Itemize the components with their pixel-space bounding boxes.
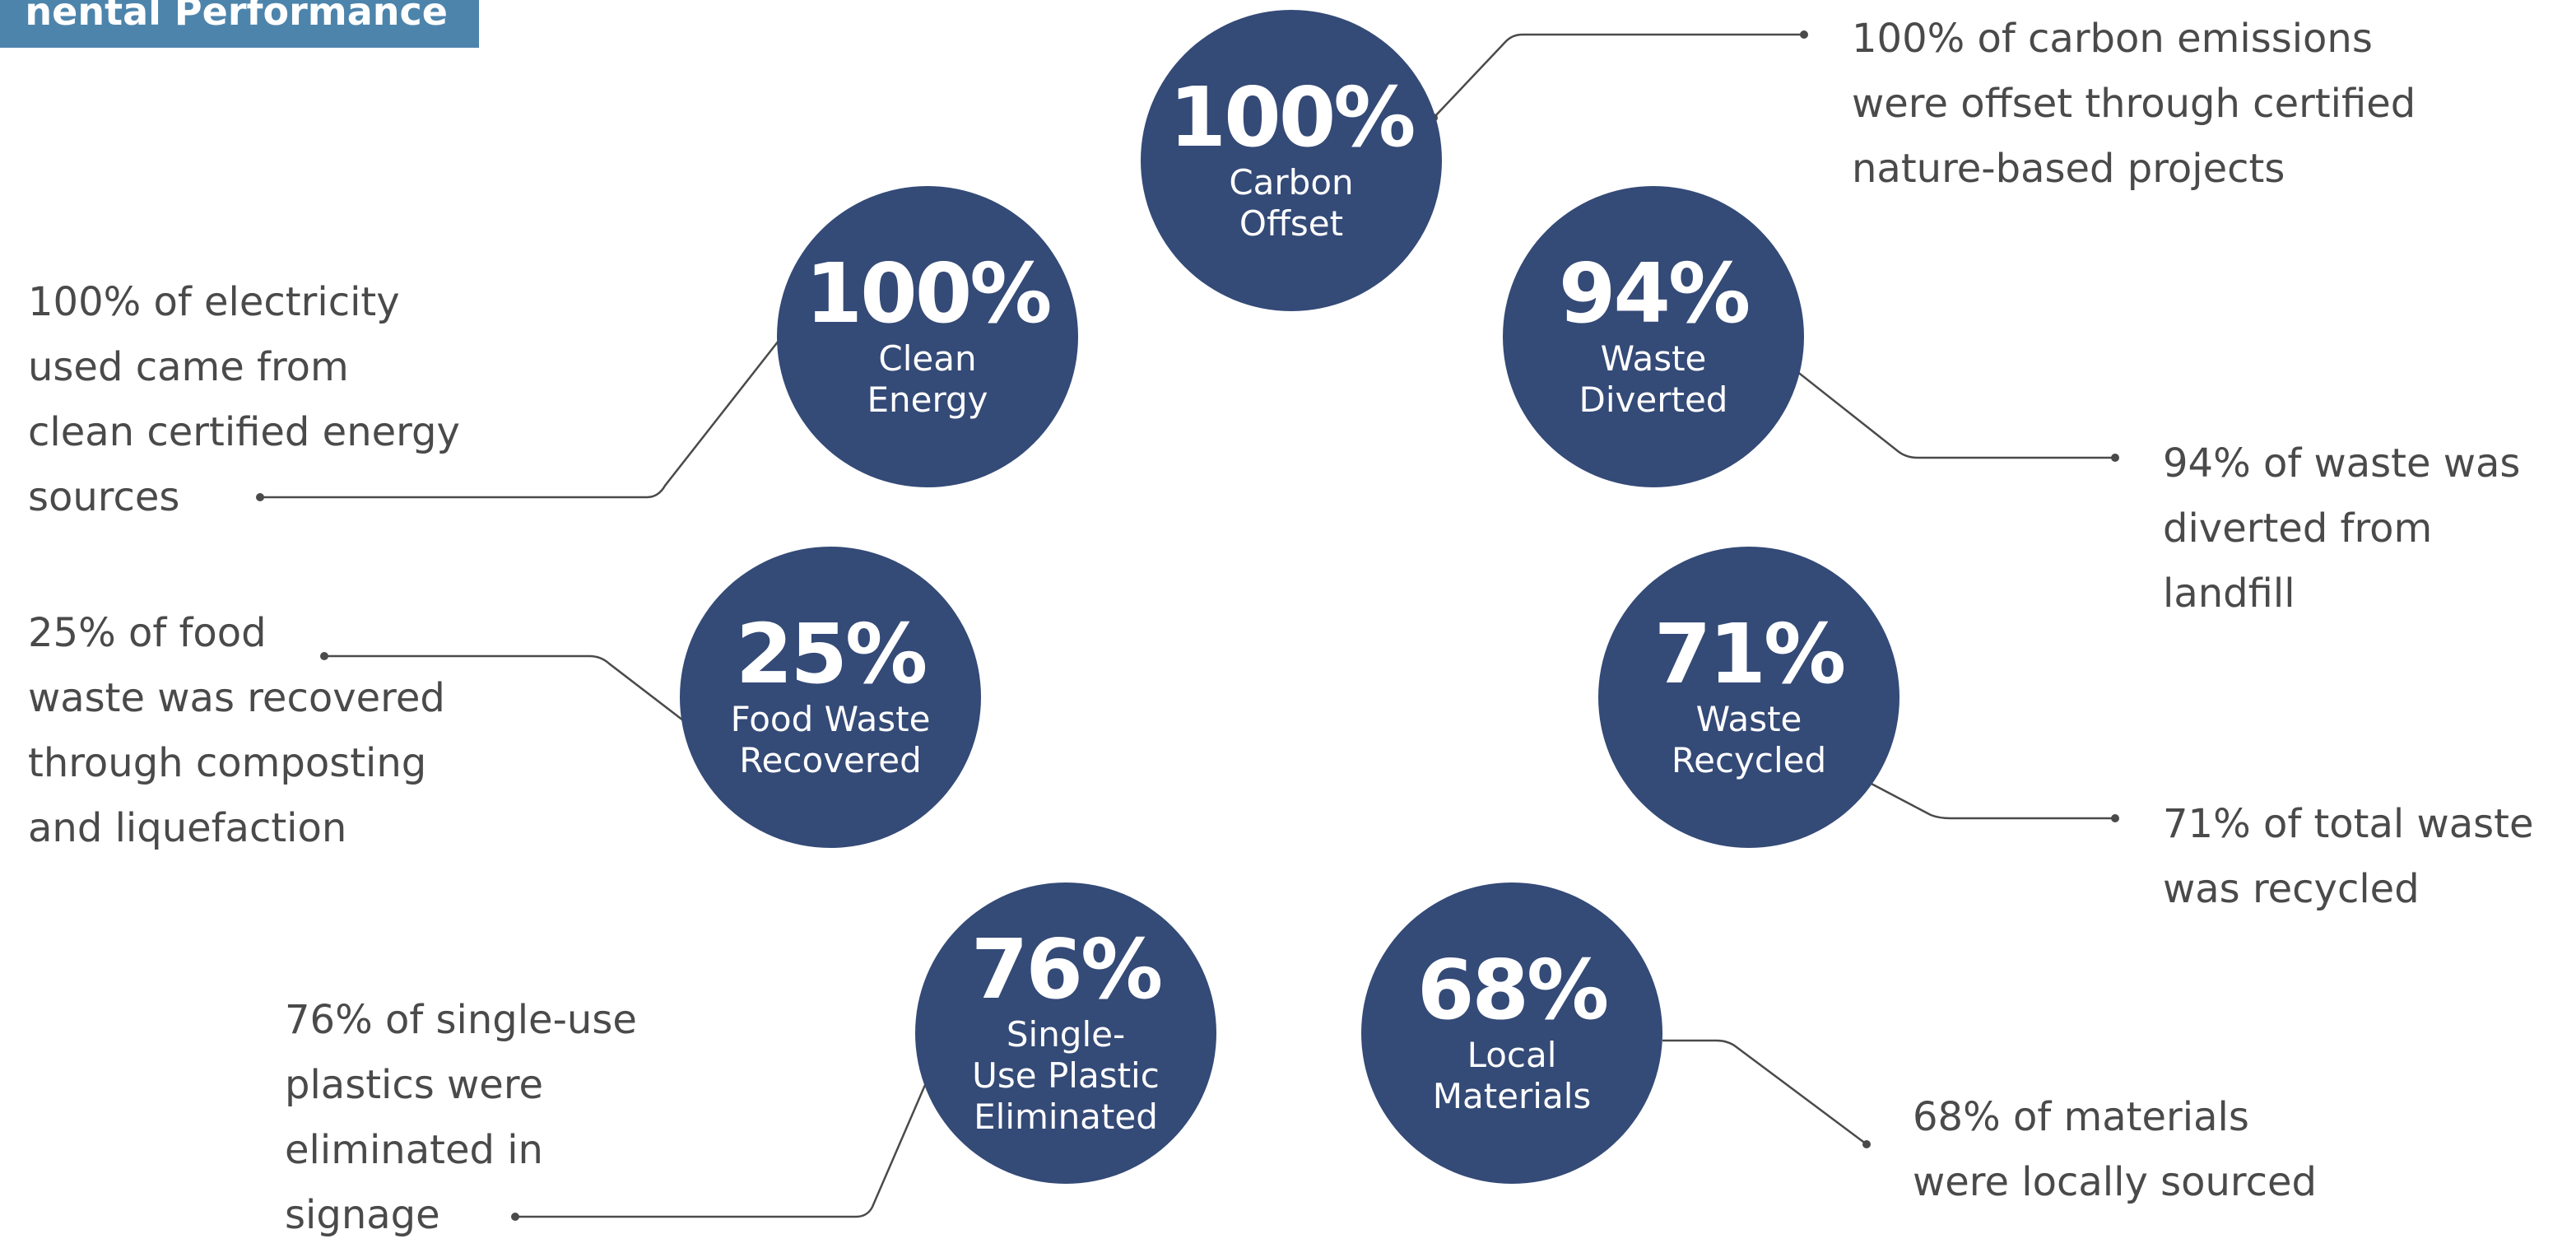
connector-dot-waste-diverted-end (2111, 454, 2119, 462)
connector-dot-food-waste-end (320, 652, 328, 660)
description-waste-recycled: 71% of total waste was recycled (2163, 801, 2534, 912)
connector-food-waste (324, 654, 684, 721)
connector-local-materials (1662, 1039, 1867, 1146)
metric-label: Single- Use Plastic Eliminated (972, 1014, 1160, 1137)
connector-clean-energy (260, 340, 779, 499)
connector-waste-recycled (1867, 780, 2115, 820)
description-local-materials: 68% of materials were locally sourced (1913, 1094, 2317, 1205)
connector-single-use-plastic (515, 1084, 927, 1218)
description-carbon-offset: 100% of carbon emissions were offset thr… (1852, 16, 2416, 192)
description-waste-diverted: 94% of waste was diverted from landfill (2163, 440, 2521, 617)
connector-dot-local-materials-end (1862, 1140, 1871, 1148)
metric-label: Clean Energy (867, 338, 988, 420)
connector-dot-waste-recycled-end (2111, 814, 2119, 822)
connector-dot-clean-energy-end (256, 493, 264, 501)
metric-value: 25% (735, 606, 928, 702)
connector-waste-diverted (1772, 352, 2115, 459)
metric-circle-single-use-plastic: 76% Single- Use Plastic Eliminated (915, 882, 1216, 1184)
metric-label: Waste Recycled (1671, 699, 1827, 780)
connector-dot-carbon-offset-end (1800, 30, 1808, 39)
metric-label: Local Materials (1432, 1035, 1592, 1116)
connector-dot-single-use-plastic-end (511, 1213, 519, 1221)
metric-label: Waste Diverted (1579, 338, 1728, 420)
metric-circle-waste-recycled: 71% Waste Recycled (1598, 547, 1899, 848)
section-banner: nental Performance (0, 0, 479, 48)
metric-label: Food Waste Recovered (730, 699, 931, 780)
description-clean-energy: 100% of electricity used came from clean… (28, 279, 460, 520)
section-title: nental Performance (25, 0, 448, 34)
metric-value: 76% (970, 921, 1163, 1017)
metric-circle-carbon-offset: 100% Carbon Offset (1141, 10, 1442, 311)
connector-carbon-offset (1433, 33, 1804, 119)
description-single-use-plastic: 76% of single-use plastics were eliminat… (285, 997, 637, 1238)
metric-circle-local-materials: 68% Local Materials (1361, 882, 1662, 1184)
metric-value: 68% (1416, 942, 1609, 1038)
metric-circle-food-waste: 25% Food Waste Recovered (680, 547, 981, 848)
metric-value: 100% (1169, 69, 1416, 165)
metric-value: 94% (1558, 245, 1751, 342)
metric-label: Carbon Offset (1229, 162, 1354, 244)
description-food-waste: 25% of food waste was recovered through … (28, 610, 445, 851)
metric-circle-clean-energy: 100% Clean Energy (777, 186, 1078, 487)
metric-value: 71% (1653, 606, 1846, 702)
metric-value: 100% (805, 245, 1053, 342)
metric-circle-waste-diverted: 94% Waste Diverted (1503, 186, 1804, 487)
